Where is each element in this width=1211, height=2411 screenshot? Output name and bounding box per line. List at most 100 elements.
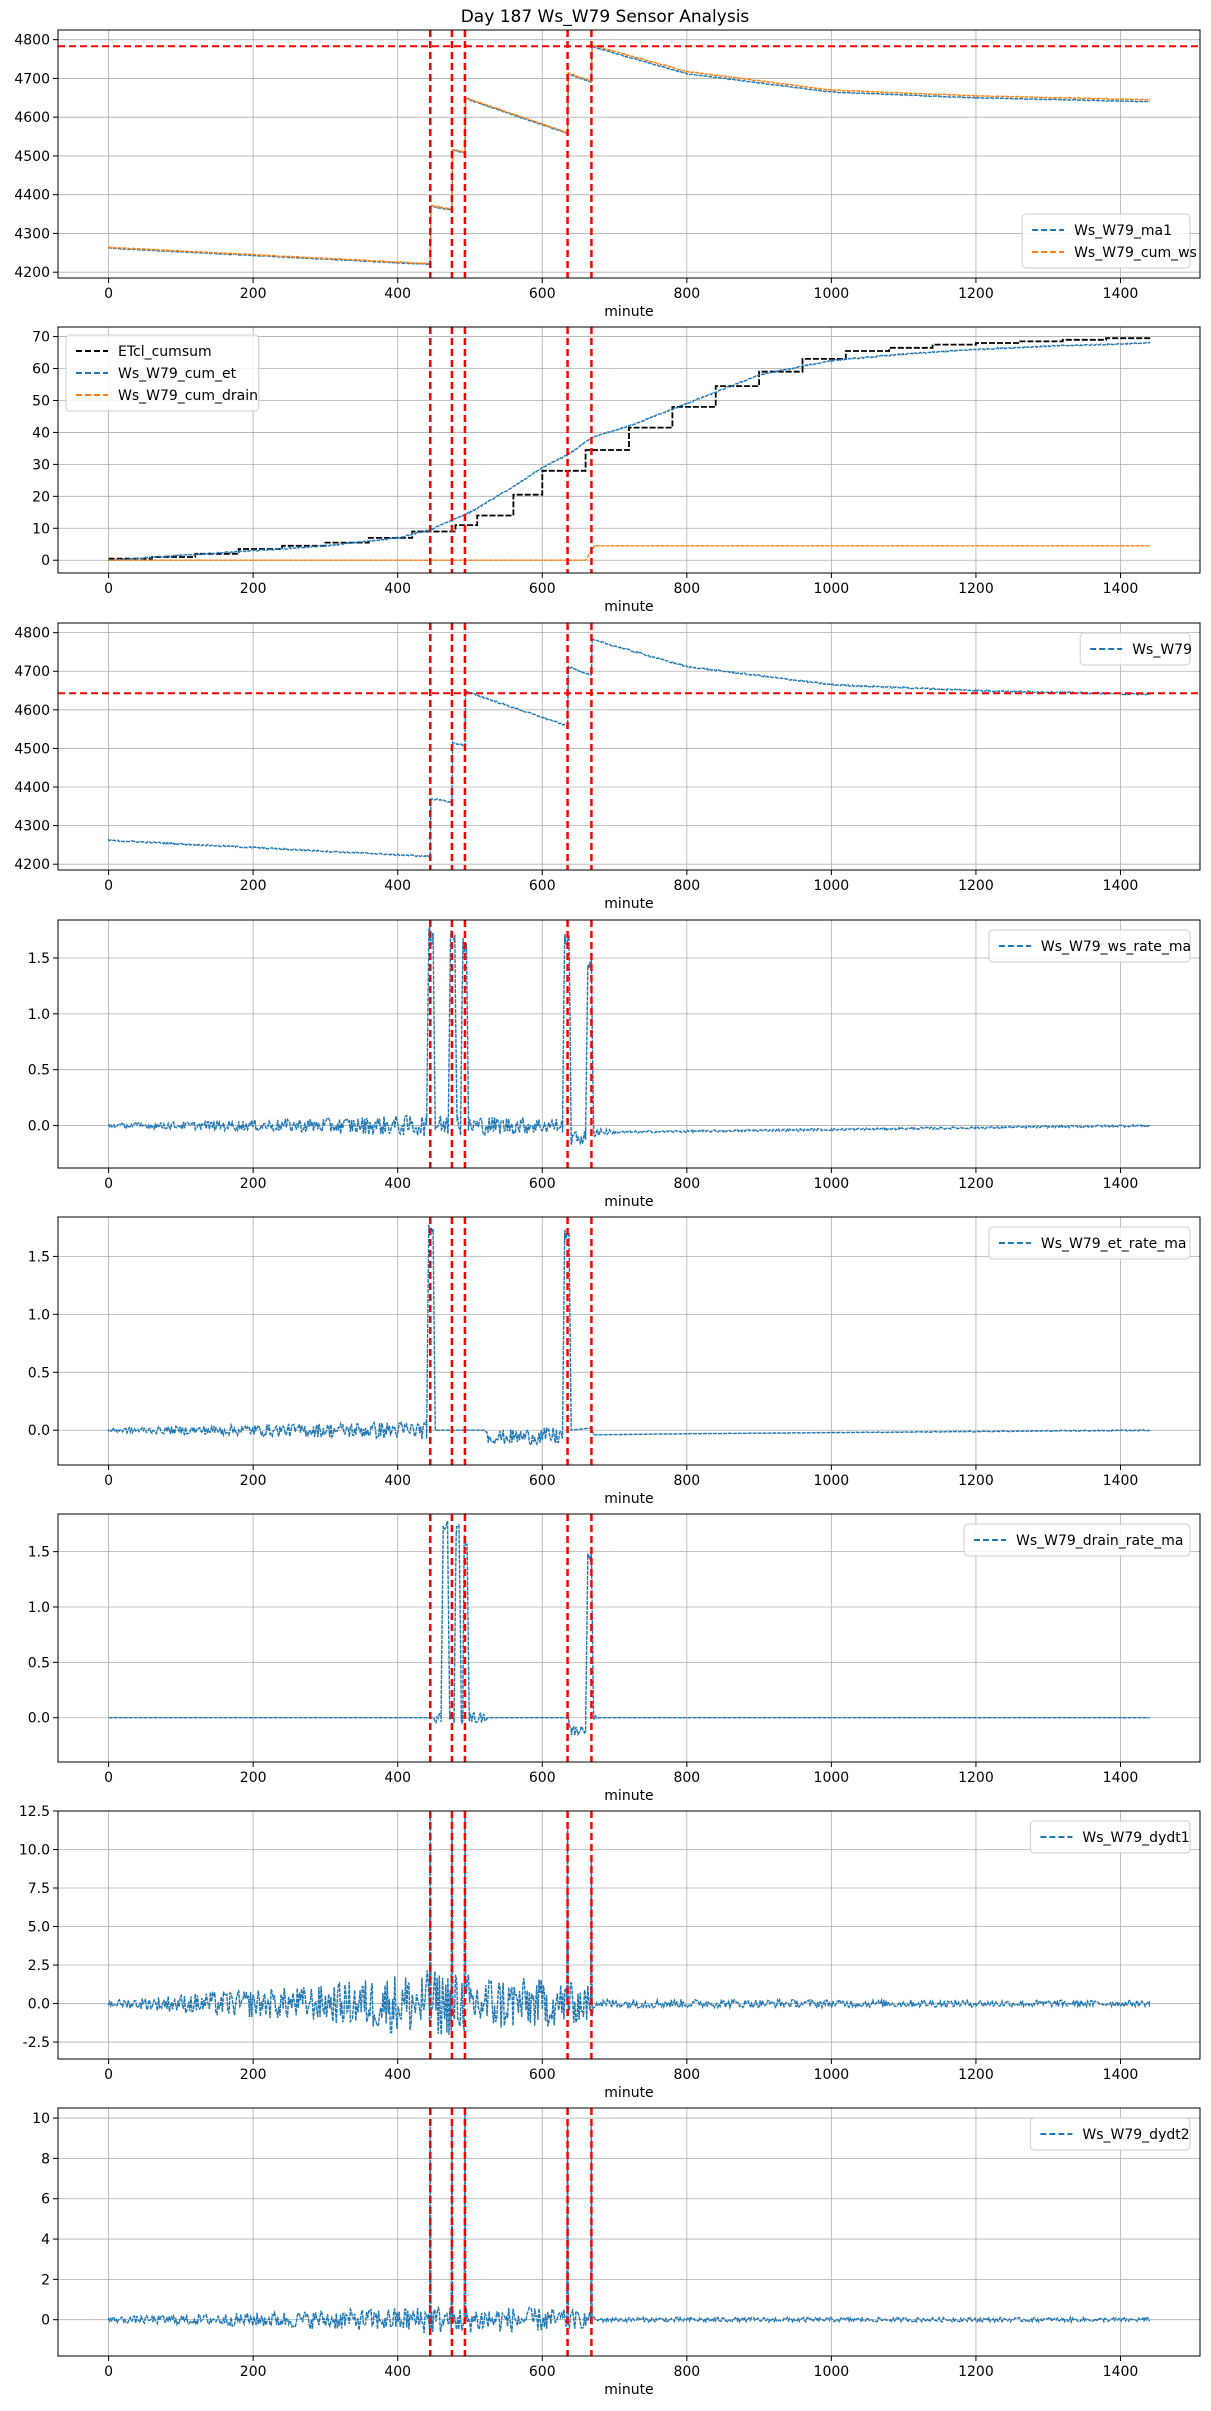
x-tick-label: 1200 bbox=[958, 581, 994, 597]
gridlines bbox=[58, 1810, 1200, 2059]
x-tick-label: 600 bbox=[529, 2364, 556, 2380]
x-tick-label: 600 bbox=[529, 286, 556, 302]
x-tick-label: 400 bbox=[384, 286, 411, 302]
legend-entry: Ws_W79_ma1 bbox=[1074, 223, 1172, 239]
legend-entry: Ws_W79_cum_drain bbox=[118, 388, 258, 404]
x-tick-label: 1400 bbox=[1103, 1176, 1139, 1192]
plot-area bbox=[107, 2108, 1151, 2356]
axes-frame bbox=[57, 2107, 1201, 2357]
x-tick-label: 1000 bbox=[814, 581, 850, 597]
y-tick-label: 0.0 bbox=[28, 1119, 50, 1135]
x-tick-label: 200 bbox=[240, 581, 267, 597]
axes-frame bbox=[57, 622, 1201, 871]
y-tick-label: 0.5 bbox=[28, 1365, 50, 1381]
x-tick-label: 1000 bbox=[814, 1473, 850, 1489]
subplot-5: 0 200 400 600 800 1000 1200 1400 0.0 0.5 1.0 1.5 min… bbox=[28, 1216, 1201, 1507]
x-tick-label: 800 bbox=[673, 878, 700, 894]
plot-area bbox=[58, 30, 1200, 278]
axes-frame bbox=[57, 1513, 1201, 1763]
legend-entry: Ws_W79_drain_rate_ma bbox=[1016, 1533, 1183, 1549]
x-tick-label: 800 bbox=[673, 1770, 700, 1786]
axes-frame bbox=[57, 1216, 1201, 1466]
y-tick-label: 1.0 bbox=[28, 1600, 50, 1616]
y-tick-label: 4 bbox=[41, 2232, 50, 2248]
y-tick-label: 4300 bbox=[14, 819, 50, 835]
subplot-6: 0 200 400 600 800 1000 1200 1400 0.0 0.5 1.0 1.5 min… bbox=[28, 1513, 1201, 1804]
legend-box bbox=[1029, 2117, 1191, 2151]
y-tick-label: 2 bbox=[41, 2272, 50, 2288]
y-tick-label: 4700 bbox=[14, 71, 50, 87]
legend-box bbox=[963, 1523, 1191, 1557]
plot-area bbox=[107, 920, 1151, 1168]
series-line-Ws_W79_ma1 bbox=[107, 45, 1151, 266]
subplot-3: 0 200 400 600 800 1000 1200 1400 4200 4300 4400 450… bbox=[14, 622, 1201, 912]
x-tick-label: 800 bbox=[673, 2067, 700, 2083]
x-tick-label: 1200 bbox=[958, 878, 994, 894]
x-tick-label: 400 bbox=[384, 2067, 411, 2083]
gridlines bbox=[58, 30, 1200, 278]
x-tick-label: 1400 bbox=[1103, 2067, 1139, 2083]
x-tick-label: 1000 bbox=[814, 878, 850, 894]
x-tick-label: 1400 bbox=[1103, 2364, 1139, 2380]
x-tick-label: 0 bbox=[104, 878, 113, 894]
x-tick-label: 0 bbox=[104, 286, 113, 302]
y-tick-label: 60 bbox=[32, 362, 50, 378]
x-tick-label: 600 bbox=[529, 1770, 556, 1786]
axes-frame bbox=[57, 1810, 1201, 2060]
x-axis-label: minute bbox=[604, 599, 653, 615]
legend-entry: Ws_W79 bbox=[1132, 642, 1192, 658]
y-tick-label: 5.0 bbox=[28, 1920, 50, 1936]
x-tick-label: 1400 bbox=[1103, 878, 1139, 894]
tick-labels: 0 200 400 600 800 1000 1200 1400 0.0 0.5 1.0 1.5 bbox=[28, 1545, 1139, 1786]
plot-area bbox=[107, 327, 1151, 573]
legend-entry: Ws_W79_cum_et bbox=[118, 366, 237, 382]
y-tick-label: 4400 bbox=[14, 780, 50, 796]
x-axis-label: minute bbox=[604, 1788, 653, 1804]
y-tick-label: 10 bbox=[32, 521, 50, 537]
legend-entry: Ws_W79_dydt1 bbox=[1082, 1830, 1189, 1846]
y-tick-label: 0.5 bbox=[28, 1063, 50, 1079]
x-tick-label: 200 bbox=[240, 2364, 267, 2380]
y-tick-label: 4300 bbox=[14, 226, 50, 242]
x-tick-label: 1000 bbox=[814, 2067, 850, 2083]
legend: Ws_W79_ma1 Ws_W79_cum_ws bbox=[1021, 213, 1197, 269]
gridlines bbox=[58, 623, 1200, 870]
series-line-Ws_W79_drain_rate_ma bbox=[108, 1521, 1150, 1737]
series-line-Ws_W79_dydt2 bbox=[107, 2113, 1151, 2333]
x-tick-label: 0 bbox=[104, 1473, 113, 1489]
series-line-Ws_W79 bbox=[107, 638, 1151, 858]
y-tick-label: 30 bbox=[32, 457, 50, 473]
x-axis-label: minute bbox=[604, 896, 653, 912]
x-tick-label: 1200 bbox=[958, 1473, 994, 1489]
plot-area bbox=[108, 1514, 1150, 1762]
series-line-ETcl_cumsum bbox=[108, 336, 1151, 560]
x-tick-label: 400 bbox=[384, 581, 411, 597]
x-tick-label: 200 bbox=[240, 1770, 267, 1786]
y-tick-label: 0.5 bbox=[28, 1655, 50, 1671]
legend-entry: Ws_W79_cum_ws bbox=[1074, 245, 1197, 261]
series-line-Ws_W79_et_rate_ma bbox=[107, 1224, 1151, 1447]
legend-entry: ETcl_cumsum bbox=[118, 344, 212, 360]
legend: Ws_W79 bbox=[1079, 632, 1192, 666]
x-tick-label: 200 bbox=[240, 2067, 267, 2083]
x-tick-label: 200 bbox=[240, 878, 267, 894]
x-tick-label: 0 bbox=[104, 1176, 113, 1192]
y-tick-label: 1.5 bbox=[28, 951, 50, 967]
y-tick-label: 4800 bbox=[14, 626, 50, 642]
y-tick-label: 0.0 bbox=[28, 1997, 50, 2013]
gridlines bbox=[58, 2108, 1200, 2356]
legend-box bbox=[988, 1226, 1191, 1260]
x-axis-label: minute bbox=[604, 2382, 653, 2398]
x-tick-label: 400 bbox=[384, 878, 411, 894]
x-tick-label: 1200 bbox=[958, 2364, 994, 2380]
x-tick-label: 0 bbox=[104, 2067, 113, 2083]
x-tick-label: 200 bbox=[240, 1176, 267, 1192]
legend: Ws_W79_ws_rate_ma bbox=[988, 929, 1191, 963]
legend-box bbox=[65, 334, 260, 412]
subplot-8: 0 200 400 600 800 1000 1200 1400 0 2 4 6 8 10 minute Ws… bbox=[32, 2107, 1201, 2398]
x-tick-label: 800 bbox=[673, 581, 700, 597]
x-tick-label: 200 bbox=[240, 286, 267, 302]
legend-box bbox=[1079, 632, 1191, 666]
legend-entry: Ws_W79_dydt2 bbox=[1082, 2127, 1189, 2143]
y-tick-label: 40 bbox=[32, 425, 50, 441]
